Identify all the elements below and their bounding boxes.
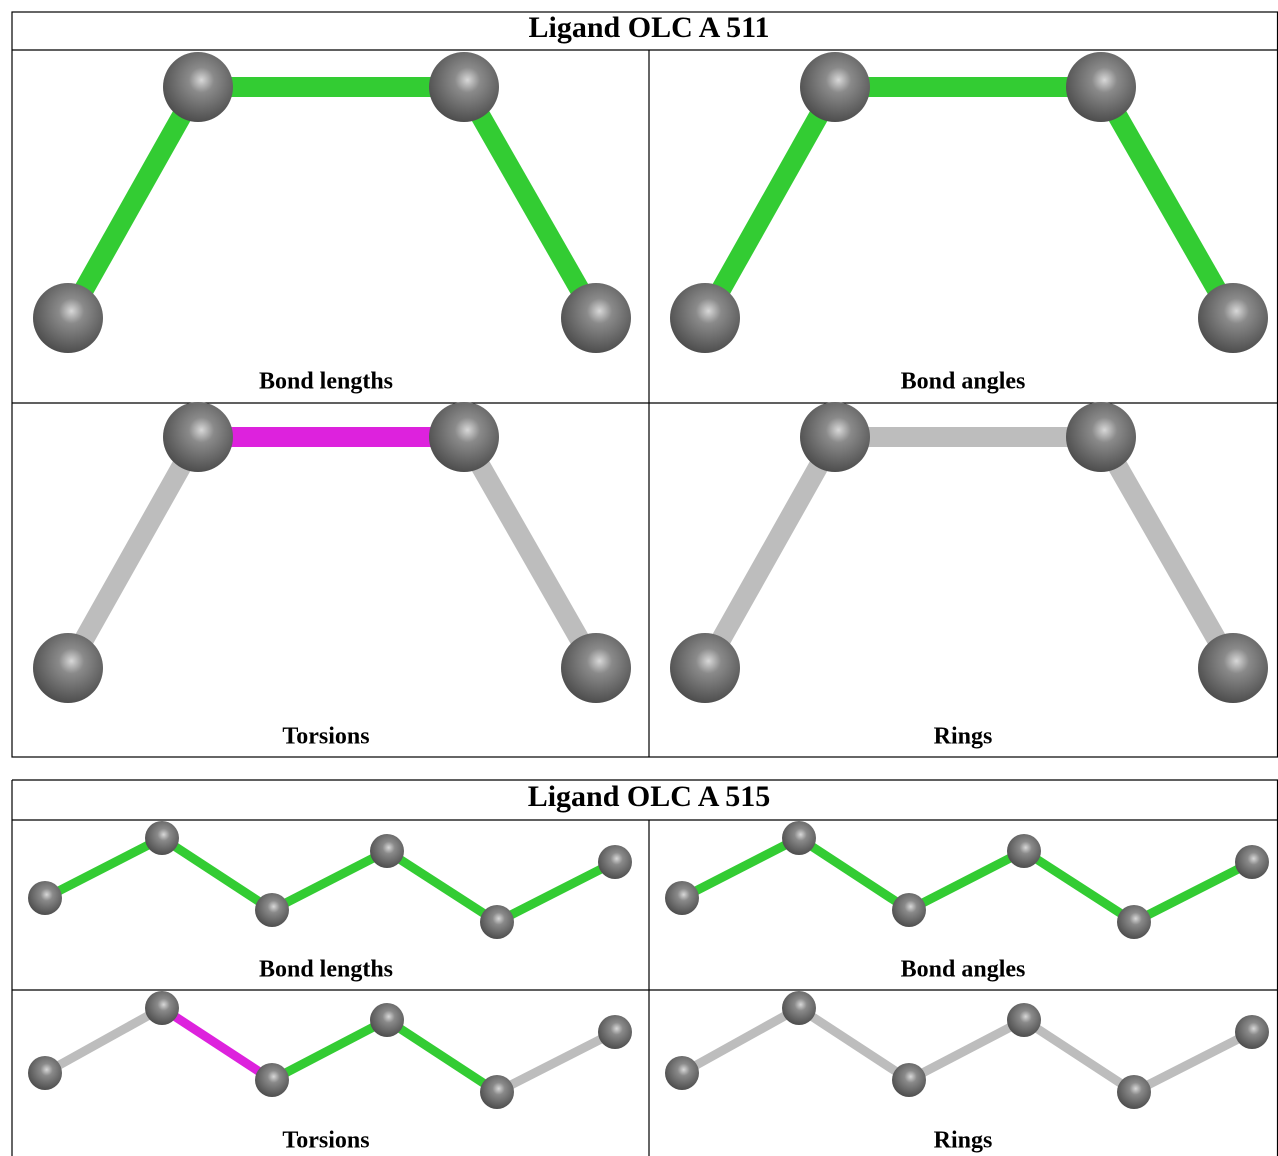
panel-caption: Rings xyxy=(934,1128,993,1154)
panel-caption: Rings xyxy=(934,724,993,750)
molecule xyxy=(665,821,1269,939)
molecule xyxy=(670,402,1268,703)
panel-caption: Bond lengths xyxy=(259,957,393,983)
panel-caption: Torsions xyxy=(282,1128,369,1154)
table-title: Ligand OLC A 515 xyxy=(528,780,771,813)
molecule xyxy=(33,402,631,703)
table-title: Ligand OLC A 511 xyxy=(529,11,770,44)
molecule xyxy=(28,821,632,939)
table-frame xyxy=(11,11,1278,758)
panel-caption: Bond angles xyxy=(901,369,1026,395)
molecule xyxy=(28,991,632,1109)
panel-caption: Torsions xyxy=(282,724,369,750)
molecule xyxy=(665,991,1269,1109)
table-frame xyxy=(11,779,1278,1156)
panel-caption: Bond lengths xyxy=(259,369,393,395)
panel-caption: Bond angles xyxy=(901,957,1026,983)
molecule xyxy=(33,52,631,353)
molecule xyxy=(670,52,1268,353)
